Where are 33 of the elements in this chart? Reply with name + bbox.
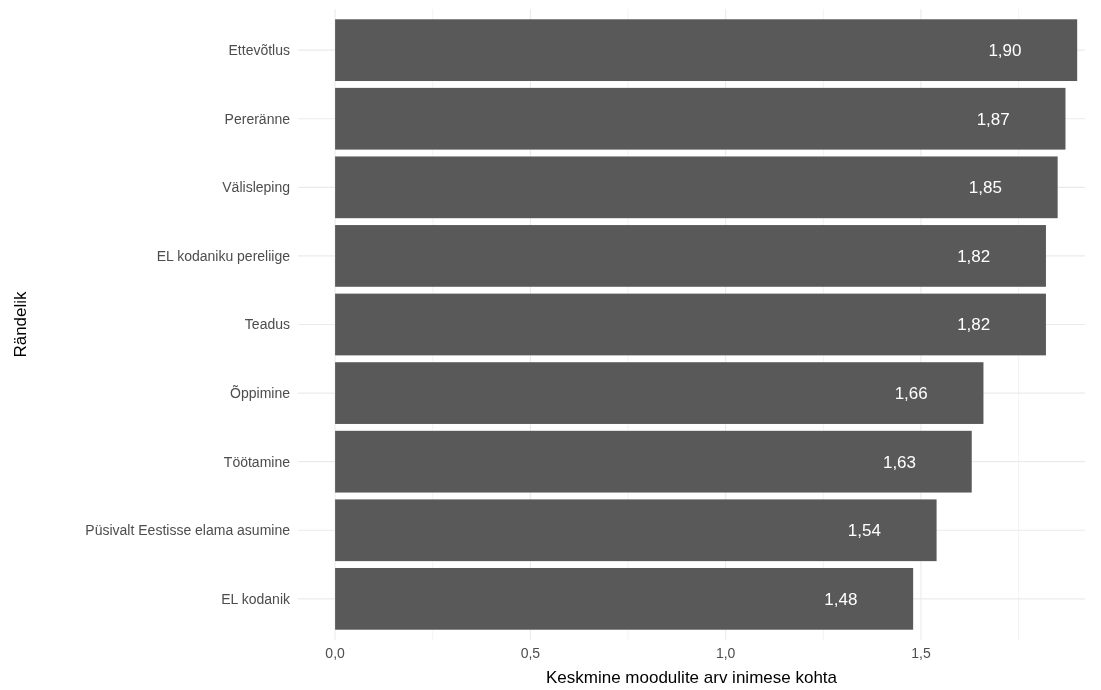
x-tick-label: 1,5 [911, 645, 931, 661]
y-tick-label: Ettevõtlus [228, 42, 290, 59]
x-tick-label: 0,5 [520, 645, 541, 661]
data-label: 1,90 [988, 41, 1022, 61]
y-tick-label: Teadus [244, 316, 290, 333]
bar [335, 362, 984, 424]
bar [335, 499, 937, 562]
y-tick-label: EL kodaniku pereliige [156, 247, 291, 264]
y-tick-label: Püsivalt Eestisse elama asumine [85, 522, 291, 539]
data-label: 1,48 [824, 589, 858, 609]
data-label: 1,82 [957, 315, 991, 335]
bar [335, 567, 914, 630]
bar [335, 87, 1066, 150]
x-tick-label: 0,0 [325, 645, 346, 661]
bar [335, 156, 1058, 219]
y-axis-title: Rändelik [11, 290, 30, 358]
bar [335, 225, 1046, 287]
x-axis-title: Keskmine moodulite arv inimese kohta [545, 668, 838, 687]
bar [335, 19, 1078, 82]
data-label: 1,85 [968, 178, 1002, 198]
y-tick-label: EL kodanik [221, 590, 291, 607]
data-label: 1,87 [976, 109, 1010, 129]
data-label: 1,66 [894, 384, 928, 404]
data-label: 1,63 [882, 452, 917, 472]
y-tick-label: Välisleping [222, 179, 290, 196]
data-label: 1,54 [847, 521, 881, 541]
x-tick-label: 1,0 [715, 645, 736, 661]
y-tick-label: Pereränne [224, 110, 291, 127]
y-tick-label: Töötamine [223, 453, 291, 470]
bar [335, 430, 972, 493]
data-label: 1,82 [957, 246, 991, 266]
y-tick-label: Õppimine [230, 384, 291, 401]
bar [335, 293, 1046, 356]
